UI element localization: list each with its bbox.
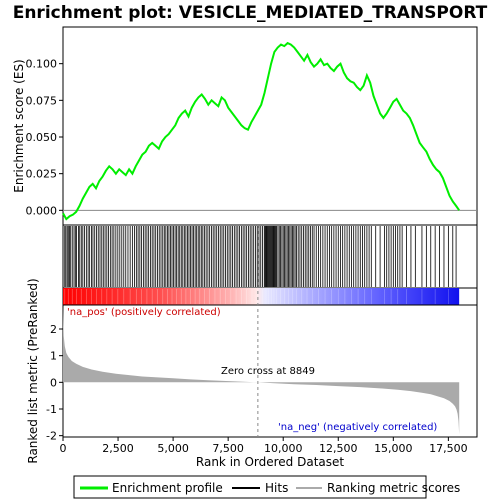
rank-x-tick-label: 5,000 [157,442,189,455]
rank-x-tick-label: 0 [60,442,67,455]
hits-panel-frame [62,224,478,289]
es-y-axis: 0.000 0.025 0.050 0.075 0.100 [26,58,63,217]
rank-y-tick-label: 0 [50,376,57,389]
rank-x-axis-label: Rank in Ordered Dataset [196,455,344,469]
es-y-tick-label: 0.075 [26,94,58,107]
rank-x-tick-label: 10,000 [264,442,303,455]
rank-x-tick-label: 15,000 [374,442,413,455]
rank-y-tick-label: 2 [50,323,57,336]
es-y-axis-label: Enrichment score (ES) [12,59,26,192]
rank-y-axis: -2 -1 0 1 2 [46,323,63,443]
hits-markers [64,226,457,287]
es-y-tick-label: 0.100 [26,58,58,71]
es-y-tick-label: 0.050 [26,131,58,144]
pos-correlated-label: 'na_pos' (positively correlated) [67,307,221,318]
rank-x-tick-label: 17,500 [429,442,468,455]
legend-label-enrichment-profile: Enrichment profile [112,481,223,495]
legend-label-ranking-metric: Ranking metric scores [327,481,460,495]
zero-cross-label: Zero cross at 8849 [221,366,315,377]
rank-y-tick-label: 1 [50,350,57,363]
rank-x-axis: 0 2,500 5,000 7,500 10,000 12,500 15,000 17,500 [60,437,468,455]
chart-title: Enrichment plot: VESICLE_MEDIATED_TRANSP… [13,3,488,23]
rank-y-tick-label: -2 [46,430,57,443]
rank-x-tick-label: 7,500 [212,442,244,455]
es-y-tick-label: 0.000 [26,204,58,217]
heat-bar [63,288,460,305]
neg-correlated-label: 'na_neg' (negatively correlated) [278,422,437,433]
es-panel-frame [62,26,478,226]
legend-label-hits: Hits [265,481,288,495]
rank-y-axis-label: Ranked list metric (PreRanked) [26,278,40,463]
enrichment-profile-line [62,41,461,221]
heat-bar-stripes [64,289,449,304]
rank-x-tick-label: 12,500 [319,442,358,455]
rank-x-tick-label: 2,500 [102,442,134,455]
rank-y-tick-label: -1 [46,403,57,416]
es-y-tick-label: 0.025 [26,168,58,181]
rank-panel-frame [62,304,478,438]
